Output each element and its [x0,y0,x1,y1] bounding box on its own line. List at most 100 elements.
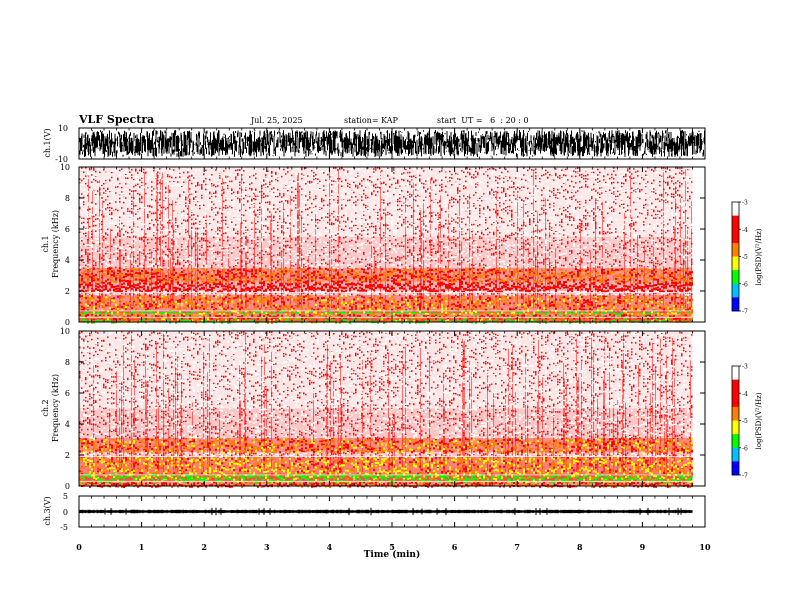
ch2-colorbar-swatch-56 [732,442,739,444]
ch2-colorbar-swatch-70 [732,461,739,464]
ch1-colorbar-swatch-60 [732,283,739,286]
ch2-colorbar-swatch-27 [732,402,739,405]
ch1-colorbar-swatch-7 [732,211,739,214]
ch2-colorbar-swatch-45 [732,427,739,429]
ch1-colorbar-swatch-10 [732,215,739,218]
time-tick-label: 6 [452,542,458,552]
ch2-colorbar-swatch-71 [732,462,739,465]
ch2-colorbar-swatch-41 [732,421,739,424]
ch1-colorbar-swatch-41 [732,257,739,260]
ch1-colorbar-swatch-45 [732,263,739,265]
ch1-colorbar-swatch-48 [732,267,739,270]
ch2-spectrogram-panel: 0 2 4 6 8 10 ch.2 Frequency (kHz) [41,327,706,491]
ch1-colorbar-label: log(PSD)(V²/Hz) [755,228,763,285]
ch1-spectrogram-band-0 [79,318,693,322]
ch2-colorbar-swatch-58 [732,445,739,447]
ch3-ytick-top: 5 [63,492,68,501]
ch2-colorbar-tick-label: -5 [742,418,748,425]
ch1-colorbar-swatch-24 [732,234,739,237]
time-axis-label: Time (min) [364,549,421,560]
ch2-colorbar-swatch-62 [732,450,739,453]
ch3-waveform-ylabel: ch.3(V) [43,496,52,525]
ch1-colorbar-swatch-59 [732,282,739,285]
ch2-colorbar-tick-label: -3 [742,364,748,371]
ch2-colorbar-swatch-35 [732,413,739,416]
ch2-colorbar-label: log(PSD)(V²/Hz) [755,392,763,449]
ch2-colorbar-swatch-13 [732,383,739,386]
time-tick-label: 8 [577,542,583,552]
ch1-spectrogram-image [79,167,705,324]
ch2-colorbar-swatch-39 [732,419,739,421]
ch1-spectrogram-ytick-label: 10 [60,163,70,172]
ch2-colorbar-tick-label: -7 [742,473,748,480]
ch1-colorbar-swatch-38 [732,253,739,256]
ch2-spectrogram-ytick-label: 4 [65,420,70,429]
ch1-colorbar-swatch-55 [732,276,739,279]
ch1-colorbar-swatch-74 [732,302,739,305]
ch2-colorbar-swatch-15 [732,386,739,389]
ch2-colorbar: -3 -4 -5 -6 -7 [731,364,748,480]
ch2-colorbar-swatch-44 [732,425,739,428]
ch2-colorbar-tick-label: -4 [742,391,748,398]
ch1-colorbar-swatch-47 [732,266,739,268]
ch1-colorbar-swatch-12 [732,218,739,221]
ch2-colorbar-swatch-34 [732,412,739,414]
start-time-label: start UT = 6 : 20 : 0 [437,116,529,125]
ch2-colorbar-swatch-79 [732,473,739,476]
ch2-colorbar-swatch-36 [732,415,739,417]
ch2-colorbar-swatch-32 [732,409,739,412]
ch1-spectrogram-band-2 [79,310,693,314]
time-tick-label: 3 [264,542,270,552]
ch2-colorbar-swatch-33 [732,410,739,413]
ch2-colorbar-swatch-7 [732,375,739,378]
ch1-colorbar-swatch-1 [732,203,739,206]
ch1-colorbar-swatch-11 [732,216,739,219]
ch2-colorbar-swatch-78 [732,472,739,474]
ch2-colorbar-swatch-31 [732,408,739,410]
ch2-colorbar-swatch-65 [732,454,739,457]
ch1-colorbar-swatch-75 [732,304,739,306]
ch1-colorbar-swatch-17 [732,225,739,227]
ch2-spectrogram-ytick-label: 8 [65,358,70,367]
ch3-ytick-bottom: -5 [60,523,68,532]
ch1-colorbar-swatch-39 [732,255,739,257]
ch2-colorbar-swatch-8 [732,376,739,379]
ch1-colorbar-swatch-77 [732,306,739,309]
ch2-colorbar-swatch-57 [732,443,739,446]
ch1-colorbar: -3 -4 -5 -6 -7 [731,200,748,316]
ch1-colorbar-swatch-36 [732,251,739,253]
ch2-colorbar-swatch-67 [732,457,739,459]
ch1-colorbar-tick-label: -7 [742,309,748,316]
ch1-spectrogram-ylabel-channel: ch.1 [41,235,50,252]
ch2-colorbar-swatch-64 [732,453,739,455]
ch2-spectrogram-speckle-2 [83,438,693,484]
ch2-colorbar-swatch-6 [732,374,739,376]
ch2-colorbar-swatch-40 [732,420,739,423]
ch1-colorbar-swatch-76 [732,305,739,308]
ch2-colorbar-swatch-68 [732,458,739,461]
ch1-colorbar-swatch-28 [732,240,739,242]
ch1-colorbar-swatch-30 [732,242,739,245]
ch1-colorbar-swatch-56 [732,278,739,280]
ch2-colorbar-swatch-25 [732,400,739,402]
ch2-spectrogram-ytick-label: 6 [65,389,70,398]
ch2-colorbar-swatch-37 [732,416,739,419]
ch2-colorbar-swatch-72 [732,464,739,466]
ch2-colorbar-swatch-19 [732,391,739,394]
ch2-colorbar-swatch-24 [732,398,739,401]
ch2-colorbar-swatch-73 [732,465,739,468]
ch1-colorbar-swatch-44 [732,261,739,264]
ch2-colorbar-swatch-50 [732,434,739,436]
ch3-waveform-trace [79,507,693,516]
ch1-colorbar-swatch-62 [732,286,739,289]
ch2-colorbar-swatch-59 [732,446,739,449]
ch2-spectrogram-band-3 [79,451,693,457]
ch1-ytick-bottom: -10 [55,155,68,164]
ch2-spectrogram-ylabel-frequency: Frequency (kHz) [51,374,60,442]
time-tick-label: 2 [201,542,207,552]
ch2-colorbar-swatch-14 [732,385,739,387]
ch2-colorbar-swatch-60 [732,447,739,450]
ch2-spectrogram-ytick-label: 10 [60,327,70,336]
ch2-spectrogram-ytick-label: 2 [65,451,70,460]
